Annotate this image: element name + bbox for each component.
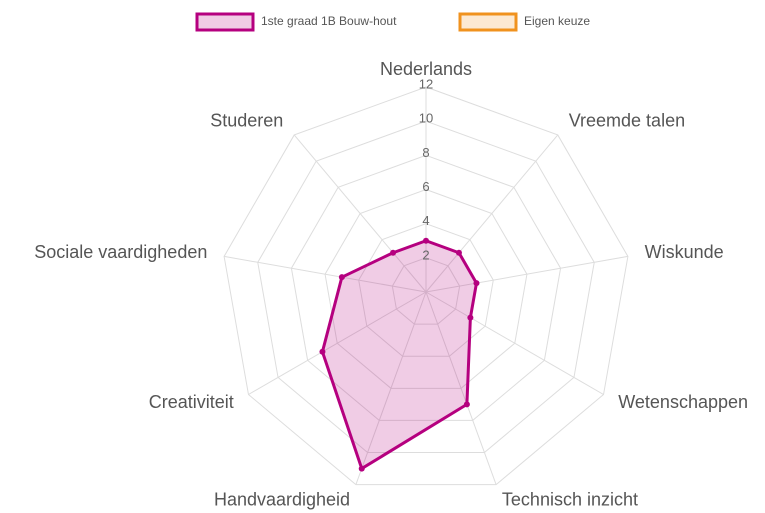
point [467, 314, 474, 321]
axis-label: Wetenschappen [618, 392, 748, 412]
spoke [425, 291, 604, 395]
legend-swatch [458, 12, 518, 32]
tick-label: 8 [422, 145, 429, 160]
grid-ring [391, 257, 461, 325]
tick-label: 4 [422, 213, 429, 228]
axis-label: Handvaardigheid [214, 489, 350, 509]
axis-label: Creativiteit [149, 392, 234, 412]
legend-label: 1ste graad 1B Bouw-hout [261, 14, 397, 28]
point [319, 348, 326, 355]
point [423, 237, 429, 244]
grid-ring [257, 120, 595, 454]
grid-ring [290, 154, 562, 421]
point [455, 249, 462, 256]
point [338, 274, 345, 281]
legend-swatch [195, 12, 255, 32]
tick-label: 6 [422, 179, 429, 194]
spoke [425, 291, 497, 485]
spoke [293, 134, 427, 293]
point [358, 465, 365, 472]
tick-label: 10 [419, 111, 433, 126]
spoke [248, 291, 427, 395]
grid-ring [324, 188, 528, 389]
axis-label: Technisch inzicht [502, 489, 638, 509]
axis-label: Vreemde talen [569, 111, 685, 131]
axis-label: Sociale vaardigheden [34, 242, 207, 262]
spoke [425, 255, 628, 293]
grid-ring [358, 223, 494, 357]
spoke [355, 291, 427, 485]
legend-label: Eigen keuze [524, 14, 590, 28]
axis-label: Nederlands [380, 59, 472, 79]
axis-label: Wiskunde [645, 242, 724, 262]
axis-label: Studeren [210, 111, 283, 131]
point [473, 280, 480, 287]
tick-label: 2 [422, 247, 429, 262]
spoke [224, 255, 427, 293]
point [463, 401, 470, 408]
tick-label: 12 [419, 76, 433, 91]
point [390, 249, 397, 256]
spoke [425, 134, 559, 293]
series-area [320, 239, 478, 471]
grid-ring [223, 86, 629, 486]
